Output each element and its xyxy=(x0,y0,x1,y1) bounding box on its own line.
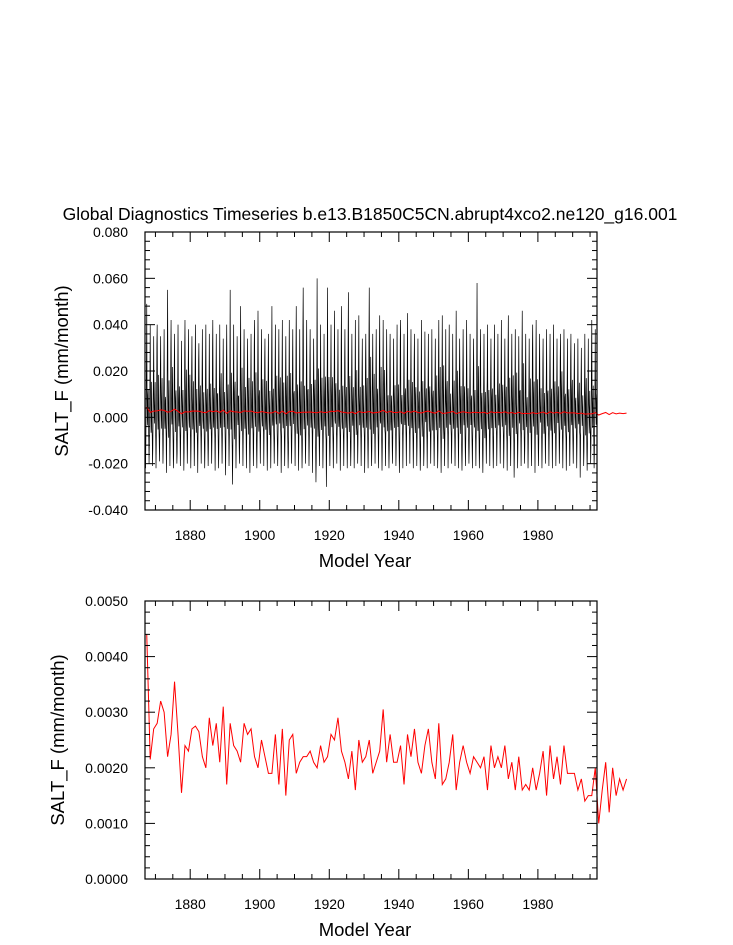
x-tick-label: 1900 xyxy=(244,527,275,543)
x-tick-label: 1940 xyxy=(383,527,414,543)
top-chart: Global Diagnostics Timeseries b.e13.B185… xyxy=(51,204,677,571)
y-tick-label: 0.0000 xyxy=(85,871,128,887)
monthly-series-line xyxy=(144,278,598,487)
bottom-y-axis-label: SALT_F (mm/month) xyxy=(47,654,69,825)
x-tick-label: 1880 xyxy=(175,527,206,543)
annual-mean-line-top xyxy=(146,406,627,416)
x-tick-label: 1920 xyxy=(314,896,345,912)
y-tick-label: 0.0040 xyxy=(85,649,128,665)
x-tick-label: 1920 xyxy=(314,527,345,543)
top-y-axis-label: SALT_F (mm/month) xyxy=(51,285,73,456)
top-x-axis-label: Model Year xyxy=(319,550,412,571)
bottom-chart: 1880 1900 1920 1940 1960 1980 0.0000 0.0010 0.00… xyxy=(47,593,628,940)
x-tick-label: 1900 xyxy=(244,896,275,912)
annual-mean-line xyxy=(146,634,628,824)
y-tick-label: 0.0050 xyxy=(85,593,128,609)
y-tick-label: 0.080 xyxy=(93,224,128,240)
x-tick-label: 1980 xyxy=(522,527,553,543)
top-axes: 1880 1900 1920 1940 1960 1980 -0.040 -0.020 0.00… xyxy=(88,224,598,543)
x-tick-label: 1880 xyxy=(175,896,206,912)
bottom-x-axis-label: Model Year xyxy=(319,919,412,940)
y-tick-label: 0.060 xyxy=(93,270,128,286)
x-tick-label: 1980 xyxy=(522,896,553,912)
y-tick-label: 0.0010 xyxy=(85,815,128,831)
y-tick-label: 0.020 xyxy=(93,363,128,379)
top-series-layer xyxy=(144,278,627,487)
chart-title: Global Diagnostics Timeseries b.e13.B185… xyxy=(63,204,678,225)
x-tick-label: 1960 xyxy=(453,896,484,912)
y-tick-label: 0.0030 xyxy=(85,704,128,720)
y-tick-label: -0.020 xyxy=(88,456,128,472)
y-tick-label: 0.000 xyxy=(93,409,128,425)
x-tick-label: 1940 xyxy=(383,896,414,912)
x-tick-label: 1960 xyxy=(453,527,484,543)
y-tick-label: -0.040 xyxy=(88,502,128,518)
y-tick-label: 0.0020 xyxy=(85,760,128,776)
bottom-series-layer xyxy=(146,634,628,824)
y-tick-label: 0.040 xyxy=(93,317,128,333)
bottom-axes: 1880 1900 1920 1940 1960 1980 0.0000 0.0010 0.00… xyxy=(85,593,598,912)
plot-frame xyxy=(144,600,598,880)
